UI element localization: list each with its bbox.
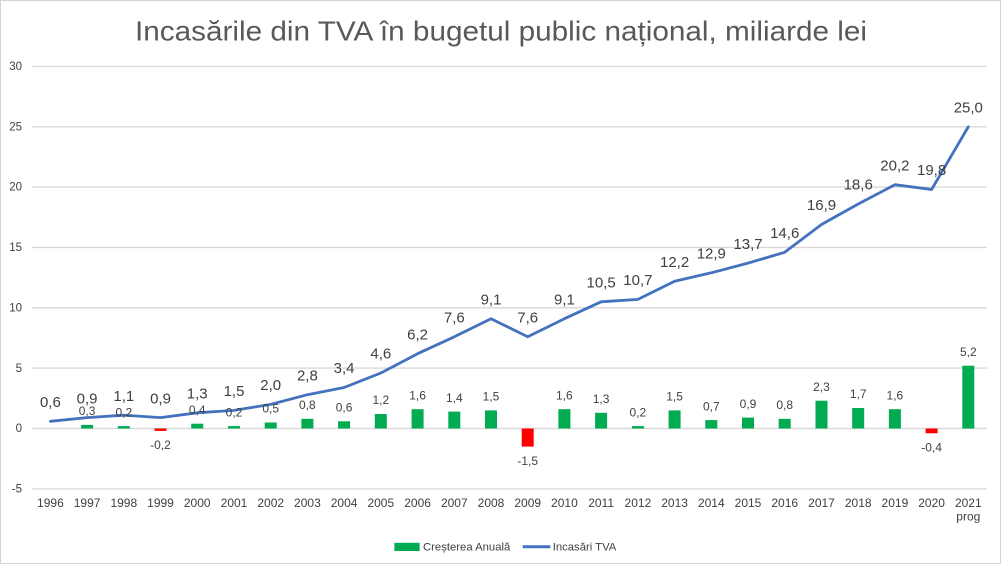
svg-text:2002: 2002 — [257, 496, 284, 510]
svg-text:2000: 2000 — [184, 496, 211, 510]
svg-text:6,2: 6,2 — [407, 326, 428, 343]
svg-text:2013: 2013 — [661, 496, 688, 510]
svg-text:10: 10 — [9, 302, 22, 314]
svg-text:10,5: 10,5 — [586, 275, 615, 292]
svg-text:prog: prog — [956, 510, 980, 524]
svg-text:1998: 1998 — [110, 496, 137, 510]
svg-text:20,2: 20,2 — [880, 157, 909, 174]
svg-text:1,1: 1,1 — [113, 388, 134, 405]
svg-text:1,5: 1,5 — [224, 383, 245, 400]
svg-text:0,2: 0,2 — [115, 405, 132, 419]
svg-text:18,6: 18,6 — [844, 177, 873, 194]
svg-text:2008: 2008 — [478, 496, 505, 510]
svg-text:Creșterea Anuală: Creșterea Anuală — [423, 542, 511, 554]
svg-text:1996: 1996 — [37, 496, 64, 510]
svg-text:-0,2: -0,2 — [150, 438, 171, 452]
svg-text:0: 0 — [16, 423, 22, 435]
svg-text:16,9: 16,9 — [807, 197, 836, 214]
svg-text:13,7: 13,7 — [733, 236, 762, 253]
svg-text:2020: 2020 — [918, 496, 945, 510]
svg-text:2021: 2021 — [955, 496, 982, 510]
svg-text:1,6: 1,6 — [887, 388, 904, 402]
svg-text:2015: 2015 — [735, 496, 762, 510]
svg-text:Incasări TVA: Incasări TVA — [553, 542, 617, 554]
svg-text:2018: 2018 — [845, 496, 872, 510]
svg-text:12,9: 12,9 — [697, 246, 726, 263]
svg-text:20: 20 — [9, 182, 22, 194]
svg-text:9,1: 9,1 — [481, 291, 502, 308]
svg-text:-1,5: -1,5 — [517, 454, 538, 468]
svg-text:1997: 1997 — [74, 496, 101, 510]
svg-text:14,6: 14,6 — [770, 225, 799, 242]
svg-text:1,3: 1,3 — [187, 386, 208, 403]
svg-text:2014: 2014 — [698, 496, 725, 510]
svg-text:5,2: 5,2 — [960, 345, 977, 359]
svg-text:2016: 2016 — [771, 496, 798, 510]
svg-text:2003: 2003 — [294, 496, 321, 510]
svg-text:19,8: 19,8 — [917, 162, 946, 179]
svg-text:1,5: 1,5 — [483, 390, 500, 404]
svg-text:0,2: 0,2 — [630, 405, 647, 419]
svg-text:-5: -5 — [12, 484, 22, 496]
svg-text:9,1: 9,1 — [554, 291, 575, 308]
svg-text:5: 5 — [16, 363, 22, 375]
svg-text:2,8: 2,8 — [297, 367, 318, 384]
svg-text:0,6: 0,6 — [40, 394, 61, 411]
svg-text:1999: 1999 — [147, 496, 174, 510]
svg-text:2,0: 2,0 — [260, 377, 281, 394]
svg-text:2,3: 2,3 — [813, 380, 830, 394]
svg-text:0,6: 0,6 — [336, 401, 353, 415]
svg-text:7,6: 7,6 — [444, 310, 465, 327]
svg-text:2001: 2001 — [221, 496, 248, 510]
svg-text:0,7: 0,7 — [703, 399, 720, 413]
svg-text:15: 15 — [9, 242, 22, 254]
svg-text:0,9: 0,9 — [740, 397, 757, 411]
svg-text:2007: 2007 — [441, 496, 468, 510]
svg-text:1,5: 1,5 — [666, 390, 683, 404]
svg-text:2005: 2005 — [367, 496, 394, 510]
svg-text:3,4: 3,4 — [334, 360, 355, 377]
svg-text:2011: 2011 — [588, 496, 614, 510]
svg-text:2009: 2009 — [514, 496, 541, 510]
svg-text:0,3: 0,3 — [79, 404, 96, 418]
svg-text:2019: 2019 — [882, 496, 909, 510]
svg-text:7,6: 7,6 — [517, 310, 538, 327]
svg-text:0,4: 0,4 — [189, 403, 206, 417]
svg-text:1,3: 1,3 — [593, 392, 610, 406]
svg-text:0,8: 0,8 — [299, 398, 316, 412]
svg-text:2017: 2017 — [808, 496, 835, 510]
svg-text:1,2: 1,2 — [372, 393, 389, 407]
svg-text:1,6: 1,6 — [556, 388, 573, 402]
svg-text:2012: 2012 — [625, 496, 652, 510]
svg-text:2010: 2010 — [551, 496, 578, 510]
svg-text:30: 30 — [9, 61, 22, 73]
svg-text:12,2: 12,2 — [660, 254, 689, 271]
svg-text:0,8: 0,8 — [776, 398, 793, 412]
svg-text:1,7: 1,7 — [850, 387, 867, 401]
svg-text:2006: 2006 — [404, 496, 431, 510]
svg-text:Incasările din TVA în bugetul: Incasările din TVA în bugetul public naț… — [135, 16, 867, 47]
svg-text:1,6: 1,6 — [409, 388, 426, 402]
svg-text:0,5: 0,5 — [262, 402, 279, 416]
svg-text:2004: 2004 — [331, 496, 358, 510]
svg-text:10,7: 10,7 — [623, 272, 652, 289]
svg-text:1,4: 1,4 — [446, 391, 463, 405]
svg-text:0,9: 0,9 — [150, 390, 171, 407]
svg-text:25,0: 25,0 — [954, 100, 983, 117]
svg-text:25: 25 — [9, 121, 22, 133]
svg-text:4,6: 4,6 — [370, 346, 391, 363]
svg-text:0,9: 0,9 — [77, 390, 98, 407]
svg-text:-0,4: -0,4 — [921, 441, 942, 455]
svg-text:0,2: 0,2 — [226, 405, 243, 419]
